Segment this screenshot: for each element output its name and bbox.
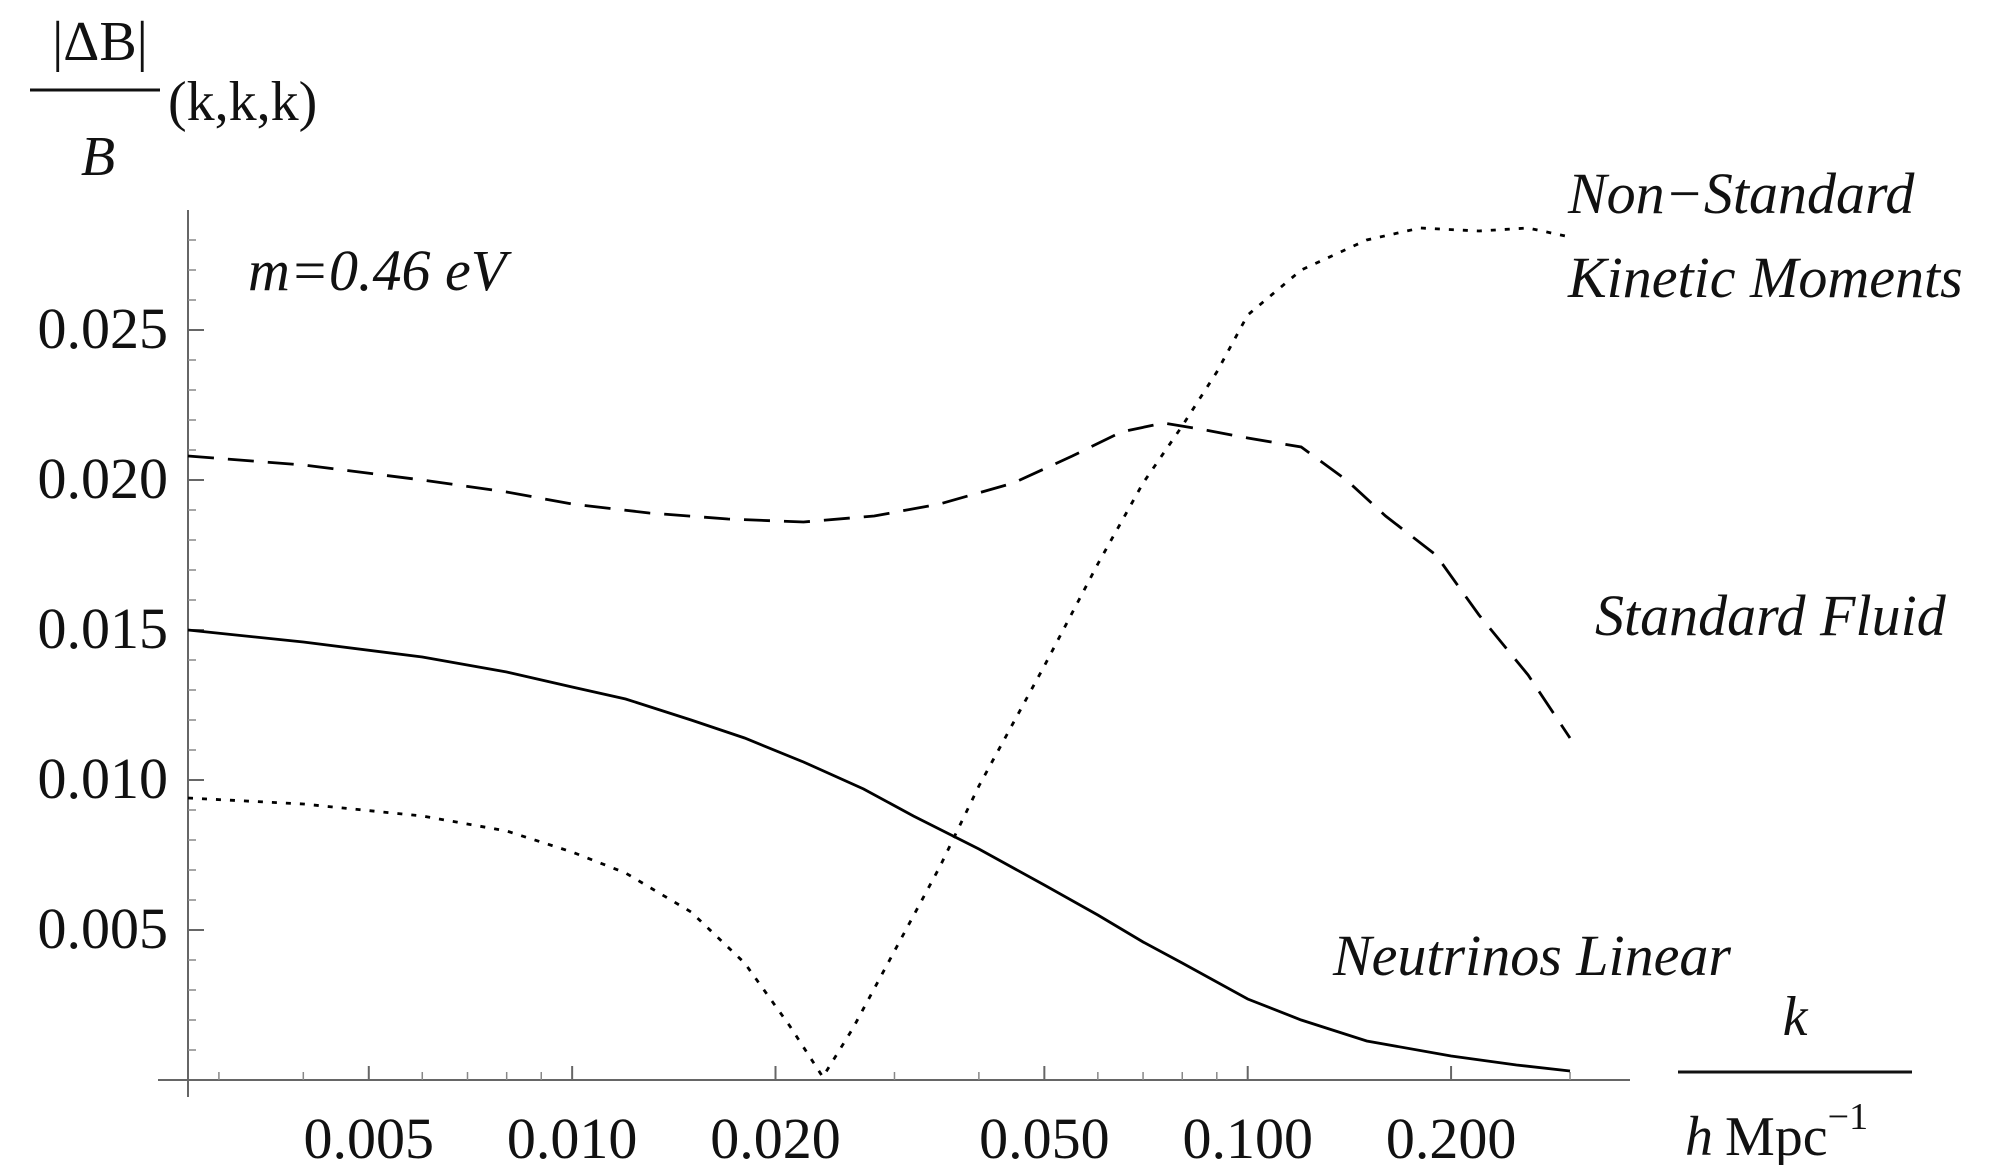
x-axis-label-numerator: k xyxy=(1783,986,1809,1048)
y-axis-label-numerator: |ΔB| xyxy=(52,11,148,73)
x-axis-label-h: h xyxy=(1685,1106,1713,1165)
label-neutrinos-linear: Neutrinos Linear xyxy=(1332,923,1731,988)
x-axis-label: k h Mpc−1 xyxy=(1678,986,1912,1165)
series-standard-fluid xyxy=(187,421,1572,739)
label-standard-fluid: Standard Fluid xyxy=(1595,583,1947,648)
label-nonstandard-line1: Non−Standard xyxy=(1567,161,1915,226)
x-tick-label: 0.200 xyxy=(1386,1106,1517,1165)
y-tick-label: 0.020 xyxy=(38,446,169,511)
y-axis-label: |ΔB| B (k,k,k) xyxy=(30,11,317,188)
x-tick-label: 0.020 xyxy=(710,1106,841,1165)
y-axis-label-denominator: B xyxy=(81,126,115,188)
series-neutrinos-linear xyxy=(187,628,1571,1073)
x-tick-label: 0.050 xyxy=(979,1106,1110,1165)
label-nonstandard-line2: Kinetic Moments xyxy=(1567,245,1963,310)
mass-annotation: m=0.46 eV xyxy=(248,238,513,303)
x-axis-label-denominator: h Mpc−1 xyxy=(1685,1096,1868,1165)
x-tick-label: 0.100 xyxy=(1182,1106,1313,1165)
x-axis-label-mpc: Mpc xyxy=(1725,1106,1828,1165)
y-ticks: 0.005 0.010 0.015 0.020 0.025 xyxy=(38,239,204,1051)
series-group xyxy=(187,226,1572,1080)
x-axis-label-exponent: −1 xyxy=(1828,1096,1868,1138)
y-axis-label-suffix: (k,k,k) xyxy=(168,71,317,133)
y-tick-label: 0.015 xyxy=(38,596,169,661)
x-ticks: 0.005 0.010 0.020 0.050 0.100 0.200 xyxy=(218,1066,1571,1165)
x-tick-label: 0.010 xyxy=(507,1106,638,1165)
y-tick-label: 0.010 xyxy=(38,746,169,811)
x-tick-label: 0.005 xyxy=(304,1106,435,1165)
series-nonstandard-kinetic xyxy=(187,226,1571,1080)
y-tick-label: 0.005 xyxy=(38,896,169,961)
y-tick-label: 0.025 xyxy=(38,296,169,361)
